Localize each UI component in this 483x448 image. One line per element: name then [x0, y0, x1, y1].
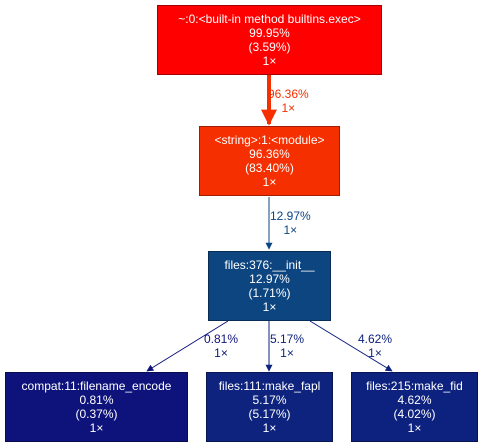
- node-self: (1.71%): [248, 286, 290, 300]
- node-name: <string>:1:<module>: [214, 133, 324, 147]
- node-self: (3.59%): [248, 40, 290, 54]
- node-make-fapl[interactable]: files:111:make_fapl 5.17% (5.17%) 1×: [206, 372, 333, 442]
- edge-label-init-fapl: 5.17% 1×: [270, 332, 304, 360]
- node-total: 5.17%: [252, 393, 286, 407]
- edge-pct: 4.62%: [358, 332, 392, 346]
- node-name: compat:11:filename_encode: [22, 379, 172, 393]
- node-exec[interactable]: ~:0:<built-in method builtins.exec> 99.9…: [157, 5, 382, 75]
- edge-pct: 96.36%: [268, 87, 309, 101]
- node-total: 99.95%: [249, 26, 290, 40]
- edge-label-module-init: 12.97% 1×: [270, 209, 311, 237]
- edge-calls: 1×: [270, 346, 304, 360]
- node-total: 0.81%: [79, 393, 113, 407]
- node-self: (83.40%): [245, 161, 294, 175]
- edge-calls: 1×: [268, 101, 309, 115]
- edge-label-init-fname: 0.81% 1×: [204, 332, 238, 360]
- node-total: 12.97%: [249, 272, 290, 286]
- edge-calls: 1×: [270, 223, 311, 237]
- edge-label-init-fid: 4.62% 1×: [358, 332, 392, 360]
- node-self: (0.37%): [75, 407, 117, 421]
- node-name: files:111:make_fapl: [219, 379, 321, 393]
- node-calls: 1×: [408, 421, 422, 435]
- edge-pct: 0.81%: [204, 332, 238, 346]
- node-total: 4.62%: [397, 393, 431, 407]
- node-name: files:376:__init__: [224, 258, 314, 272]
- node-calls: 1×: [263, 421, 277, 435]
- node-name: ~:0:<built-in method builtins.exec>: [178, 12, 360, 26]
- edge-calls: 1×: [358, 346, 392, 360]
- node-module[interactable]: <string>:1:<module> 96.36% (83.40%) 1×: [199, 126, 340, 196]
- node-self: (4.02%): [393, 407, 435, 421]
- node-self: (5.17%): [248, 407, 290, 421]
- edge-pct: 12.97%: [270, 209, 311, 223]
- edge-label-exec-module: 96.36% 1×: [268, 87, 309, 115]
- edge-calls: 1×: [204, 346, 238, 360]
- node-init[interactable]: files:376:__init__ 12.97% (1.71%) 1×: [208, 251, 331, 321]
- node-calls: 1×: [263, 54, 277, 68]
- node-calls: 1×: [90, 421, 104, 435]
- node-calls: 1×: [263, 175, 277, 189]
- node-total: 96.36%: [249, 147, 290, 161]
- node-name: files:215:make_fid: [366, 379, 463, 393]
- node-calls: 1×: [263, 300, 277, 314]
- edge-pct: 5.17%: [270, 332, 304, 346]
- node-filename-encode[interactable]: compat:11:filename_encode 0.81% (0.37%) …: [5, 372, 188, 442]
- node-make-fid[interactable]: files:215:make_fid 4.62% (4.02%) 1×: [351, 372, 478, 442]
